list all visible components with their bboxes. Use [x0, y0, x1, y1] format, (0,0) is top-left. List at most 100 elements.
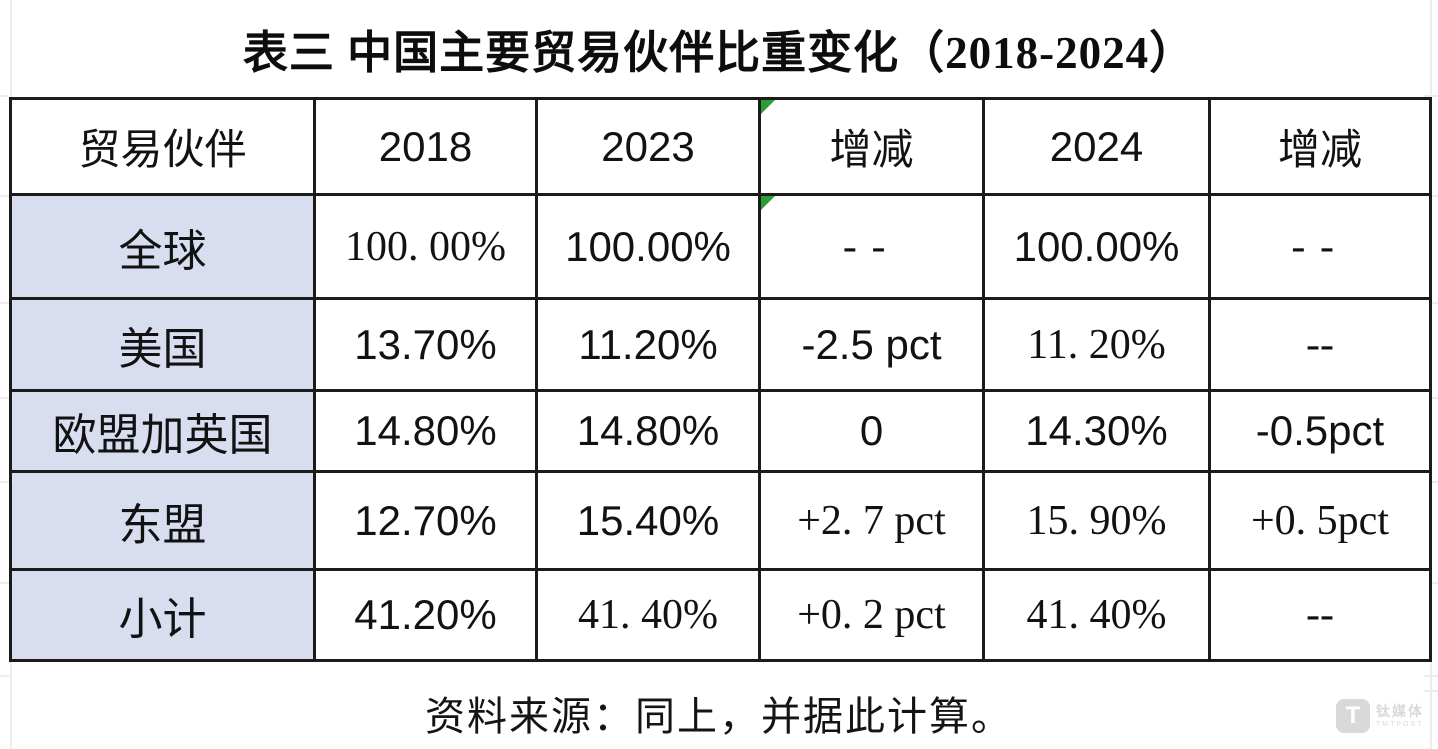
watermark-name: 钛媒体 — [1376, 703, 1424, 719]
spreadsheet-gridline — [0, 302, 9, 304]
cell-text: 41.20% — [354, 591, 497, 638]
cell-text: 11. 20% — [1027, 321, 1166, 368]
column-header: 贸易伙伴 — [9, 97, 316, 196]
data-cell: 12.70% — [313, 470, 538, 571]
data-cell: -- — [1208, 297, 1432, 392]
tmtpost-watermark: T 钛媒体 TMTPOST — [1336, 699, 1424, 733]
spreadsheet-gridline — [1424, 675, 1438, 677]
cell-text: 100.00% — [565, 222, 731, 270]
spreadsheet-gridline — [0, 397, 9, 399]
data-cell: +0. 2 pct — [758, 568, 985, 662]
table-row: 欧盟加英国 14.80% 14.80% 0 14.30% -0.5pct — [9, 389, 1432, 473]
row-header: 美国 — [9, 297, 316, 392]
data-cell: +2. 7 pct — [758, 470, 985, 571]
table-row: 美国 13.70% 11.20% -2.5 pct 11. 20% -- — [9, 297, 1432, 392]
data-cell: 13.70% — [313, 297, 538, 392]
table-row: 东盟 12.70% 15.40% +2. 7 pct 15. 90% +0. 5pct — [9, 470, 1432, 571]
column-header: 增减 — [1208, 97, 1432, 196]
cell-text: 14.80% — [354, 407, 497, 454]
cell-text: 14.30% — [1025, 407, 1168, 454]
table-body: 全球 100. 00% 100.00% -- 100.00% -- 美国 13.70% 11.2… — [9, 193, 1432, 662]
cell-text: -- — [1306, 592, 1334, 638]
cell-text: 100. 00% — [345, 223, 506, 270]
cell-text: 贸易伙伴 — [78, 128, 247, 174]
spreadsheet-gridline — [1424, 690, 1438, 692]
cell-text: 41. 40% — [1026, 592, 1167, 638]
cell-text: 增减 — [829, 128, 914, 174]
row-header: 欧盟加英国 — [9, 389, 316, 473]
data-cell: 41.20% — [313, 568, 538, 662]
data-cell: 11. 20% — [982, 297, 1211, 392]
cell-text: 13.70% — [354, 320, 497, 368]
row-header: 全球 — [9, 193, 316, 300]
watermark-text: 钛媒体 TMTPOST — [1376, 704, 1424, 728]
cell-text: 美国 — [118, 324, 207, 374]
cell-text: 2024 — [1049, 122, 1144, 170]
table-row: 小计 41.20% 41. 40% +0. 2 pct 41. 40% -- — [9, 568, 1432, 662]
error-indicator-triangle-icon — [762, 197, 775, 210]
cell-text: 小计 — [118, 595, 207, 644]
cell-text: -0.5pct — [1255, 407, 1385, 454]
data-cell: 15. 90% — [982, 470, 1211, 571]
cell-text: -- — [842, 223, 901, 270]
data-cell: +0. 5pct — [1208, 470, 1432, 571]
data-cell: 14.80% — [313, 389, 538, 473]
spreadsheet-gridline — [0, 481, 9, 483]
header-row: 贸易伙伴 2018 2023 增减 2024 增减 — [9, 97, 1432, 196]
cell-text: -- — [1306, 321, 1334, 368]
spreadsheet-gridline — [0, 582, 9, 584]
cell-text: 2018 — [378, 122, 473, 170]
table-title: 表三 中国主要贸易伙伴比重变化（2018-2024） — [242, 28, 1196, 78]
data-cell: 15.40% — [535, 470, 761, 571]
data-cell: 41. 40% — [535, 568, 761, 662]
cell-text: 全球 — [118, 226, 207, 276]
cell-text: -2.5 pct — [801, 320, 942, 368]
row-header: 小计 — [9, 568, 316, 662]
cell-text: 东盟 — [118, 500, 207, 550]
cell-text: +0. 5pct — [1251, 497, 1389, 544]
source-note: 资料来源：同上，并据此计算。 — [425, 695, 1013, 739]
data-cell: 14.80% — [535, 389, 761, 473]
watermark-subtitle: TMTPOST — [1376, 721, 1424, 728]
cell-text: 欧盟加英国 — [52, 411, 273, 460]
trade-partners-table: 贸易伙伴 2018 2023 增减 2024 增减 全球 100. 00% 100.00% --… — [9, 97, 1432, 662]
watermark-logo-letter: T — [1345, 702, 1361, 729]
data-cell: 41. 40% — [982, 568, 1211, 662]
table-header-row: 贸易伙伴 2018 2023 增减 2024 增减 — [9, 97, 1432, 196]
column-header: 2024 — [982, 97, 1211, 196]
spreadsheet-gridline — [1424, 95, 1438, 97]
table-row: 全球 100. 00% 100.00% -- 100.00% -- — [9, 193, 1432, 300]
data-cell: 100.00% — [535, 193, 761, 300]
column-header: 2018 — [313, 97, 538, 196]
column-header: 2023 — [535, 97, 761, 196]
spreadsheet-gridline — [0, 195, 9, 197]
cell-text: 0 — [859, 407, 884, 454]
data-cell: 14.30% — [982, 389, 1211, 473]
column-header: 增减 — [758, 97, 985, 196]
cell-text: 12.70% — [354, 496, 497, 544]
error-indicator-triangle-icon — [762, 101, 775, 114]
cell-text: 11.20% — [578, 320, 718, 368]
spreadsheet-gridline — [0, 95, 9, 97]
cell-text: +2. 7 pct — [797, 497, 946, 544]
spreadsheet-gridline — [0, 675, 9, 677]
cell-text: 15.40% — [576, 496, 720, 544]
row-header: 东盟 — [9, 470, 316, 571]
data-cell: -- — [1208, 193, 1432, 300]
data-cell: 100.00% — [982, 193, 1211, 300]
data-cell: -0.5pct — [1208, 389, 1432, 473]
data-cell: 0 — [758, 389, 985, 473]
tmtpost-logo-icon: T — [1336, 699, 1370, 733]
cell-text: +0. 2 pct — [797, 592, 946, 638]
data-cell: -2.5 pct — [758, 297, 985, 392]
cell-text: 15. 90% — [1026, 497, 1167, 544]
data-cell: -- — [1208, 568, 1432, 662]
data-cell: 100. 00% — [313, 193, 538, 300]
cell-text: 41. 40% — [578, 592, 718, 638]
data-cell: 11.20% — [535, 297, 761, 392]
cell-text: 100.00% — [1013, 222, 1180, 270]
cell-text: 14.80% — [576, 407, 720, 454]
data-cell: -- — [758, 193, 985, 300]
cell-text: 增减 — [1277, 128, 1362, 174]
cell-text: 2023 — [601, 122, 695, 170]
